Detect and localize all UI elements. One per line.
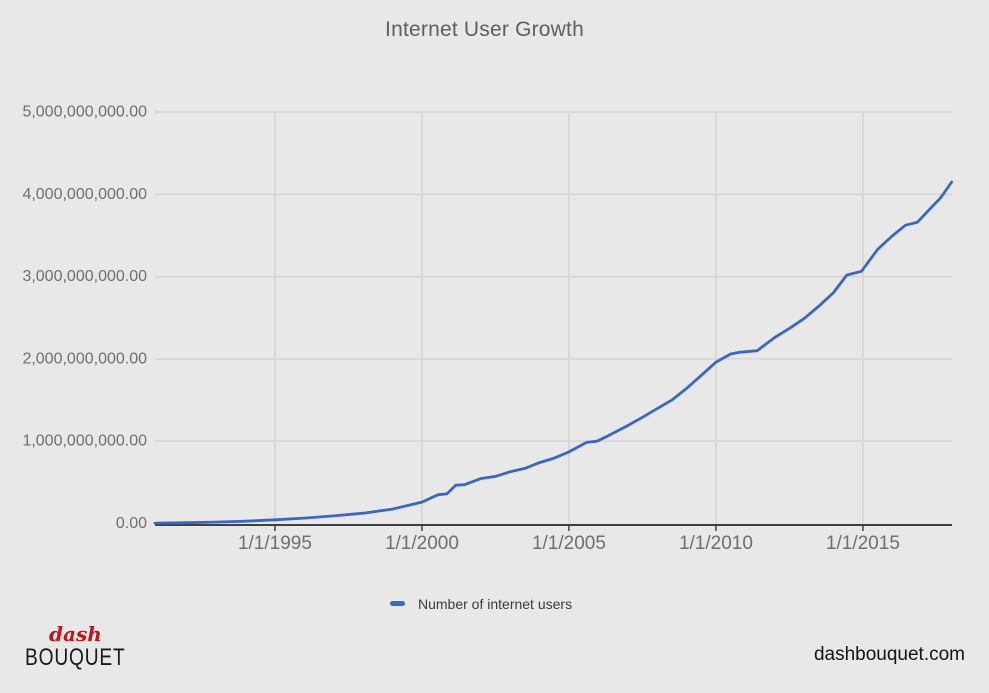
internet-user-growth-chart: 0.00 1,000,000,000.00 2,000,000,000.00 3,00… (22, 104, 954, 554)
series-line-number-of-internet-users (153, 180, 954, 525)
y-axis-tick-label: 2,000,000,000.00 (22, 350, 147, 367)
site-url-text: dashbouquet.com (813, 644, 965, 665)
legend-series-label: Number of internet users (418, 595, 573, 612)
x-axis-tick-label: 1/1/2005 (532, 533, 606, 554)
y-axis-tick-label: 0.00 (116, 515, 147, 532)
y-axis-tick-label: 5,000,000,000.00 (22, 104, 147, 121)
logo-bouquet-text: BOUQUET (25, 644, 126, 671)
y-axis-tick-label: 1,000,000,000.00 (22, 433, 147, 450)
chart-title: Internet User Growth (385, 18, 584, 41)
dashbouquet-logo: dash BOUQUET (25, 624, 151, 670)
logo-dash-text: dash (49, 622, 102, 646)
x-axis-tick-label: 1/1/1995 (238, 533, 312, 554)
series-line-marker-icon (390, 601, 405, 606)
x-axis-tick-label: 1/1/2000 (385, 533, 459, 554)
chart-legend: Number of internet users (390, 595, 573, 612)
y-axis-tick-label: 4,000,000,000.00 (22, 186, 147, 203)
y-axis-tick-label: 3,000,000,000.00 (22, 268, 147, 285)
x-axis-tick-label: 1/1/2010 (679, 533, 753, 554)
x-axis-tick-label: 1/1/2015 (826, 533, 900, 554)
